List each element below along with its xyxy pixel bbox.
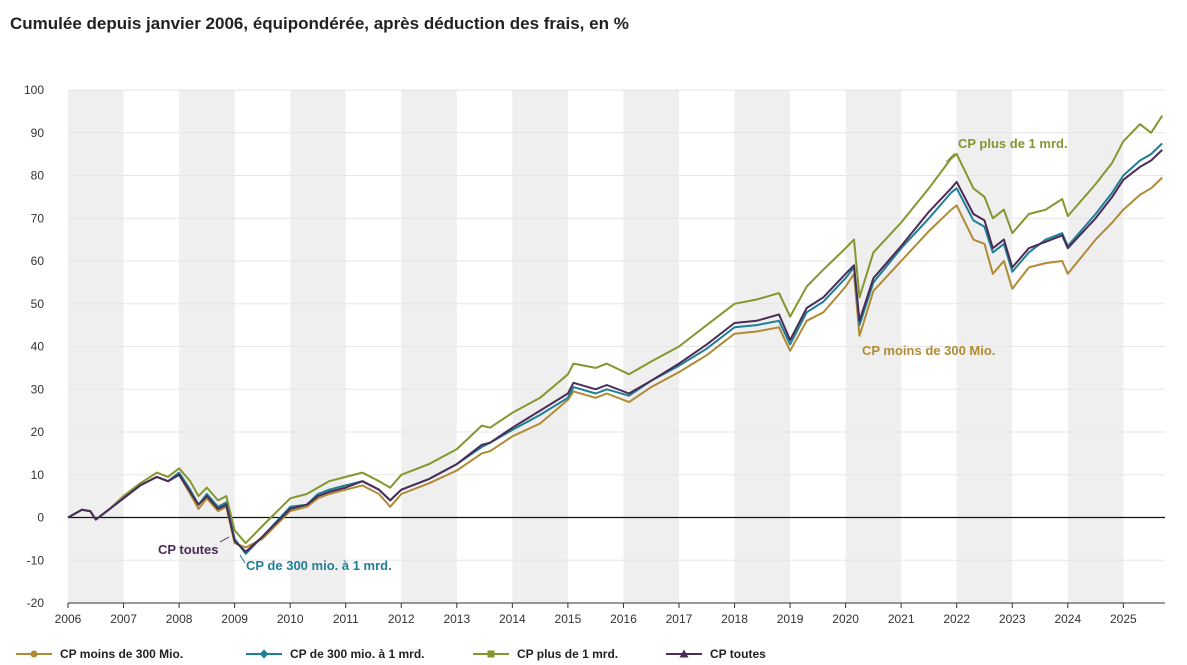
series-line-cp-plus-de-1-mrd bbox=[67, 115, 1164, 545]
x-tick-label: 2009 bbox=[221, 612, 248, 626]
x-tick-label: 2006 bbox=[55, 612, 82, 626]
y-tick-label: 90 bbox=[31, 126, 45, 140]
annotations: CP plus de 1 mrd. CP moins de 300 Mio. CP … bbox=[158, 136, 1068, 573]
x-tick-label: 2018 bbox=[721, 612, 748, 626]
legend-item-cp-plus-de-1-mrd: CP plus de 1 mrd. bbox=[473, 647, 618, 661]
annotation-leader bbox=[219, 536, 230, 543]
legend-item-cp-moins-de-300-mio: CP moins de 300 Mio. bbox=[16, 647, 183, 661]
y-tick-label: 70 bbox=[31, 211, 45, 225]
y-tick-label: 30 bbox=[31, 382, 45, 396]
legend-item-cp-de-300-mio-a-1-mrd: CP de 300 mio. à 1 mrd. bbox=[246, 647, 425, 661]
x-tick-label: 2016 bbox=[610, 612, 637, 626]
x-tick-label: 2015 bbox=[555, 612, 582, 626]
legend-label: CP moins de 300 Mio. bbox=[60, 647, 183, 661]
annotation-leader bbox=[945, 152, 956, 163]
series-line-cp-toutes bbox=[67, 149, 1163, 553]
x-tick-label: 2024 bbox=[1054, 612, 1081, 626]
x-tick-label: 2010 bbox=[277, 612, 304, 626]
annotation-cp-moins-de-300-mio: CP moins de 300 Mio. bbox=[862, 343, 995, 358]
chart-title: Cumulée depuis janvier 2006, équipondéré… bbox=[10, 14, 629, 33]
annotation-cp-plus-de-1-mrd: CP plus de 1 mrd. bbox=[958, 136, 1068, 151]
x-tick-label: 2020 bbox=[832, 612, 859, 626]
x-tick-label: 2008 bbox=[166, 612, 193, 626]
y-tick-label: 40 bbox=[31, 340, 45, 354]
y-tick-label: 80 bbox=[31, 169, 45, 183]
legend-label: CP de 300 mio. à 1 mrd. bbox=[290, 647, 425, 661]
y-tick-label: 10 bbox=[31, 468, 45, 482]
x-tick-label: 2007 bbox=[110, 612, 137, 626]
legend-label: CP toutes bbox=[710, 647, 766, 661]
annotation-leader bbox=[239, 554, 246, 564]
series-lines bbox=[67, 115, 1164, 555]
x-tick-label: 2019 bbox=[777, 612, 804, 626]
legend-marker bbox=[30, 650, 38, 658]
x-tick-label: 2025 bbox=[1110, 612, 1137, 626]
y-tick-label: 20 bbox=[31, 425, 45, 439]
y-tick-label: -10 bbox=[27, 553, 45, 567]
x-tick-label: 2013 bbox=[443, 612, 470, 626]
x-tick-label: 2021 bbox=[888, 612, 915, 626]
x-tick-label: 2012 bbox=[388, 612, 415, 626]
legend-item-cp-toutes: CP toutes bbox=[666, 647, 766, 661]
annotation-cp-de-300-mio-a-1-mrd: CP de 300 mio. à 1 mrd. bbox=[246, 558, 392, 573]
y-tick-label: 60 bbox=[31, 254, 45, 268]
y-tick-label: 100 bbox=[24, 83, 44, 97]
legend-marker bbox=[487, 650, 495, 658]
y-tick-label: 0 bbox=[37, 511, 44, 525]
x-tick-label: 2023 bbox=[999, 612, 1026, 626]
y-tick-label: -20 bbox=[27, 596, 45, 610]
x-axis: 2006 2007 2008 2009 2010 2011 2012 2013 2014 2015… bbox=[55, 602, 1165, 626]
series-line-cp-moins-de-300-mio bbox=[67, 176, 1163, 549]
legend-marker bbox=[679, 649, 689, 658]
x-tick-label: 2014 bbox=[499, 612, 526, 626]
y-tick-label: 50 bbox=[31, 297, 45, 311]
annotation-cp-toutes: CP toutes bbox=[158, 542, 218, 557]
legend-marker bbox=[259, 649, 269, 659]
legend-label: CP plus de 1 mrd. bbox=[517, 647, 618, 661]
legend: CP moins de 300 Mio. CP de 300 mio. à 1 m… bbox=[16, 647, 766, 661]
x-tick-label: 2017 bbox=[666, 612, 693, 626]
x-tick-label: 2011 bbox=[333, 612, 359, 626]
x-tick-label: 2022 bbox=[943, 612, 970, 626]
